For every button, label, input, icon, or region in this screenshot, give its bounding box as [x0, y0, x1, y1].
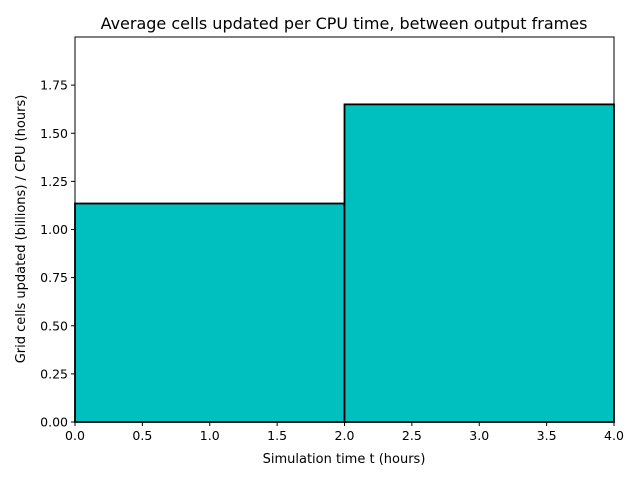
x-axis-label: Simulation time t (hours) — [263, 452, 426, 467]
y-tick-label: 0.25 — [40, 366, 68, 381]
y-tick-label: 0.75 — [40, 270, 68, 285]
x-tick-label: 0.0 — [65, 428, 85, 443]
bar-0 — [74, 202, 346, 423]
x-tick-label: 2.5 — [402, 428, 422, 443]
x-tick-label: 1.0 — [200, 428, 220, 443]
x-axis: 0.0 0.5 1.0 1.5 2.0 2.5 3.0 3.5 4.0 — [65, 422, 624, 443]
y-tick-label: 1.75 — [40, 78, 68, 93]
y-tick-label: 1.25 — [40, 174, 68, 189]
y-tick-label: 0.50 — [40, 318, 68, 333]
y-axis: 0.00 0.25 0.50 0.75 1.00 1.25 1.50 1.75 — [40, 78, 75, 430]
x-tick-label: 3.0 — [469, 428, 489, 443]
y-tick-label: 1.00 — [40, 222, 68, 237]
x-tick-label: 3.5 — [537, 428, 557, 443]
bar-1 — [343, 103, 615, 423]
bars-group — [74, 103, 615, 423]
y-tick-label: 1.50 — [40, 126, 68, 141]
chart-title: Average cells updated per CPU time, betw… — [101, 14, 588, 33]
x-tick-label: 0.5 — [132, 428, 152, 443]
y-axis-label: Grid cells updated (billions) / CPU (hou… — [14, 95, 29, 364]
x-tick-label: 2.0 — [335, 428, 355, 443]
x-tick-label: 4.0 — [604, 428, 624, 443]
x-tick-label: 1.5 — [267, 428, 287, 443]
y-tick-label: 0.00 — [40, 415, 68, 430]
